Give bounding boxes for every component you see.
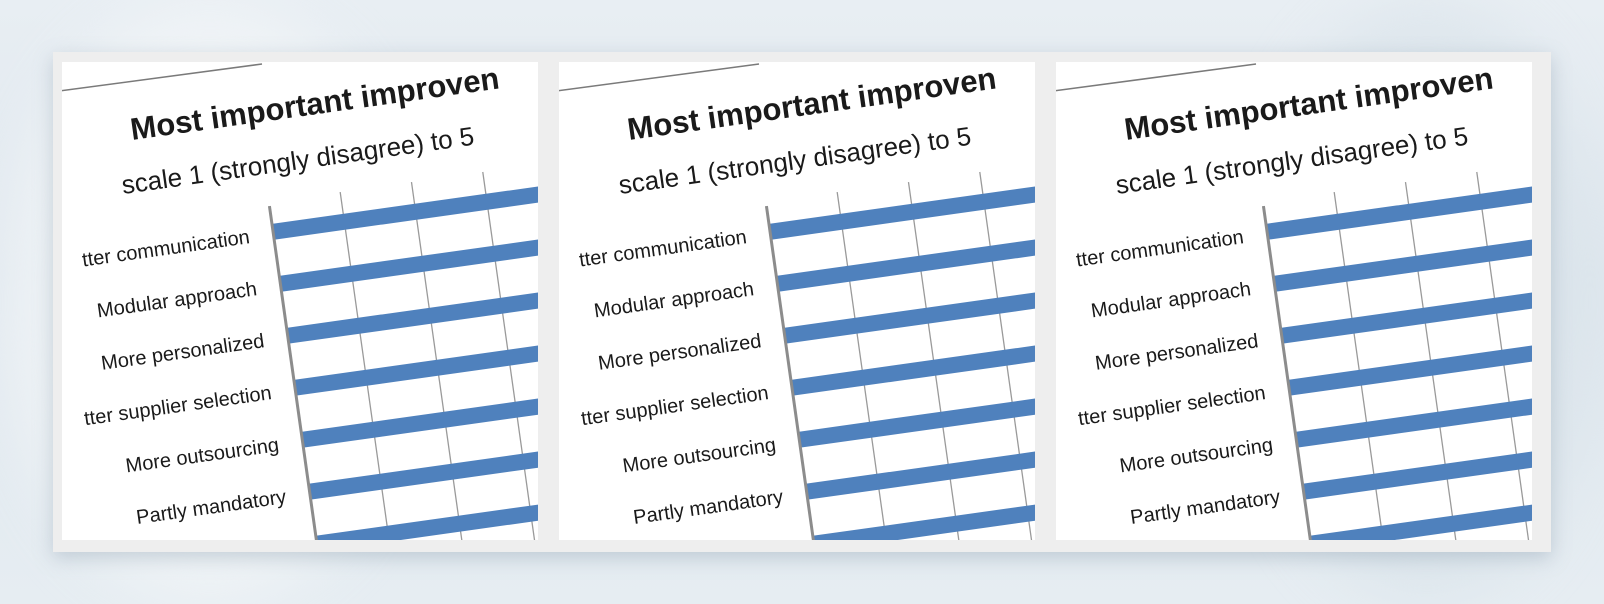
bar — [1302, 451, 1532, 500]
category-label: More personalized — [1094, 330, 1260, 375]
bar — [798, 398, 1035, 448]
chart-frame-line — [1056, 63, 1257, 92]
bar — [1309, 504, 1532, 540]
gridline — [907, 181, 960, 540]
category-axis — [1261, 205, 1312, 540]
gridline — [1476, 171, 1530, 540]
category-label: ...atory — [231, 538, 295, 540]
category-label: Partly mandatory — [135, 486, 288, 529]
category-label: More outsourcing — [124, 434, 280, 477]
bar — [271, 186, 538, 240]
gridline — [1333, 191, 1384, 540]
bar — [1295, 398, 1532, 448]
bar — [783, 292, 1035, 344]
category-axis — [764, 205, 815, 540]
bar — [1280, 292, 1532, 344]
category-label: More outsourcing — [1118, 434, 1274, 477]
chart-panel-3: Most important improven scale 1 (strongly… — [1056, 62, 1532, 540]
category-label: Partly mandatory — [1129, 486, 1282, 529]
bar — [768, 186, 1035, 240]
chart-frame-line — [559, 63, 760, 92]
gridline — [410, 181, 463, 540]
category-axis — [267, 205, 318, 540]
bar — [790, 345, 1035, 396]
bar — [776, 239, 1035, 292]
category-label: Partly mandatory — [632, 486, 785, 529]
category-label: More personalized — [597, 330, 763, 375]
bar — [1265, 186, 1532, 240]
bar — [315, 504, 538, 540]
category-label: More outsourcing — [621, 434, 777, 477]
category-label: Modular approach — [1090, 278, 1253, 322]
bar — [308, 451, 538, 500]
bar — [1273, 239, 1532, 292]
category-label: ...atory — [728, 538, 792, 540]
bar — [812, 504, 1035, 540]
gridline — [979, 171, 1033, 540]
category-label: Modular approach — [96, 278, 259, 322]
category-label: tter supplier selection — [83, 382, 273, 430]
gridline — [482, 171, 536, 540]
gridline — [836, 191, 887, 540]
chart-panel-1: Most important improven scale 1 (strongly… — [62, 62, 538, 540]
category-label: tter supplier selection — [1077, 382, 1267, 430]
bar — [293, 345, 538, 396]
chart-frame-line — [62, 63, 263, 92]
category-label: More personalized — [100, 330, 266, 375]
bar — [1287, 345, 1532, 396]
category-label: ...atory — [1225, 538, 1289, 540]
bar — [279, 239, 538, 292]
bar — [805, 451, 1035, 500]
chart-panel-2: Most important improven scale 1 (strongly… — [559, 62, 1035, 540]
category-label: tter communication — [578, 226, 748, 271]
bar — [286, 292, 538, 344]
category-label: tter communication — [81, 226, 251, 271]
category-label: tter communication — [1075, 226, 1245, 271]
gridline — [1404, 181, 1457, 540]
bar — [301, 398, 538, 448]
gridline — [339, 191, 390, 540]
category-label: tter supplier selection — [580, 382, 770, 430]
category-label: Modular approach — [593, 278, 756, 322]
